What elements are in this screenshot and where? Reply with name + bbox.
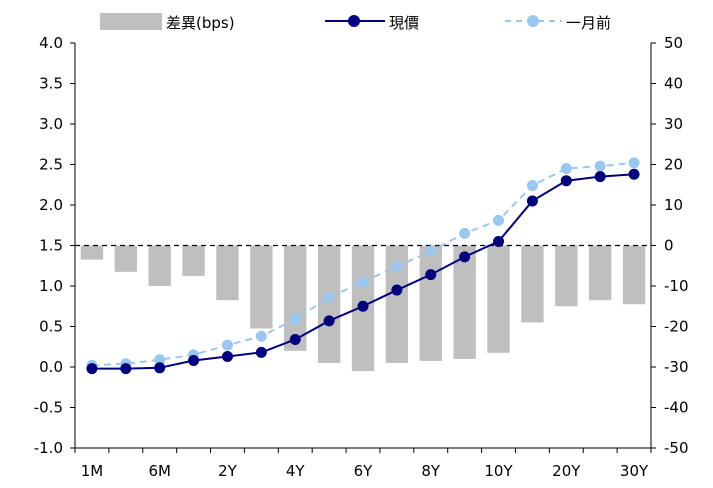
legend: 差異(bps) 現價 一月前: [100, 13, 611, 32]
bar-6M: [148, 245, 171, 286]
bar-30Y: [622, 245, 646, 305]
point-month-ago-6M: [154, 354, 166, 366]
point-month-ago-2Y: [221, 339, 233, 351]
y-right-tick-label: 40: [664, 75, 683, 93]
y-left-tick-label: 2.0: [39, 196, 63, 214]
legend-swatch-month-ago-marker: [527, 15, 539, 27]
bar-5Y: [317, 245, 341, 363]
bar-15Y: [521, 245, 544, 323]
point-current-6M: [154, 362, 166, 374]
point-current-3Y: [255, 346, 267, 358]
x-tick-label: 10Y: [484, 462, 513, 480]
bar-7Y: [385, 245, 409, 363]
y-left-tick-label: 4.0: [39, 34, 63, 52]
axes-layer: -1.0 -0.5 0.0 0.5 1.0 1.5 2.0 2.5 3.0 3.5 4.0 -50 -4…: [34, 34, 689, 480]
point-current-9Y: [459, 251, 471, 263]
legend-swatch-diff: [100, 13, 162, 30]
point-month-ago-20Y: [560, 163, 572, 175]
y-left-tick-label: 3.0: [39, 115, 63, 133]
point-month-ago-25Y: [594, 160, 606, 172]
legend-label-current: 現價: [389, 14, 419, 32]
bar-10Y: [487, 245, 510, 353]
y-left-tick-label: 0.0: [39, 358, 63, 376]
legend-label-diff: 差異(bps): [166, 14, 235, 32]
point-month-ago-30Y: [628, 157, 640, 169]
y-right-tick-label: -20: [664, 318, 689, 336]
point-month-ago-8Y: [425, 245, 437, 257]
bar-8Y: [419, 245, 442, 361]
x-tick-label: 6Y: [354, 462, 374, 480]
point-month-ago-10Y: [493, 214, 505, 226]
point-current-8Y: [425, 269, 437, 281]
point-current-1M: [86, 363, 98, 375]
y-right-tick-label: 0: [664, 237, 674, 255]
legend-swatch-current-marker: [348, 15, 360, 27]
point-current-5Y: [323, 315, 335, 327]
bar-4Y: [284, 245, 307, 351]
y-right-tick-label: -40: [664, 399, 689, 417]
point-month-ago-5Y: [323, 291, 335, 303]
lines-layer: [86, 157, 640, 375]
y-left-tick-label: -0.5: [34, 399, 63, 417]
point-current-2Y: [221, 350, 233, 362]
bar-3Y: [250, 245, 273, 329]
y-right-tick-label: -10: [664, 277, 689, 295]
y-left-tick-label: 2.5: [39, 156, 63, 174]
bar-1M: [80, 245, 104, 260]
y-right-tick-label: 20: [664, 156, 683, 174]
legend-label-month-ago: 一月前: [566, 14, 611, 32]
y-right-tick-label: -30: [664, 358, 689, 376]
bar-9Y: [453, 245, 476, 359]
y-left-tick-label: 0.5: [39, 318, 63, 336]
point-current-7Y: [391, 284, 403, 296]
bar-1Y: [182, 245, 205, 276]
y-right-tick-label: 50: [664, 34, 683, 52]
bar-2Y: [216, 245, 239, 301]
point-current-30Y: [628, 168, 640, 180]
y-left-tick-label: -1.0: [34, 439, 63, 457]
bar-25Y: [588, 245, 612, 301]
point-current-1Y: [188, 355, 200, 367]
point-current-15Y: [526, 195, 538, 207]
point-month-ago-3Y: [255, 330, 267, 342]
x-tick-label: 30Y: [620, 462, 649, 480]
y-right-tick-label: 30: [664, 115, 683, 133]
y-left-tick-label: 3.5: [39, 75, 63, 93]
bar-20Y: [555, 245, 578, 307]
x-tick-label: 6M: [148, 462, 171, 480]
bar-3M: [114, 245, 138, 272]
point-month-ago-9Y: [459, 227, 471, 239]
point-current-6Y: [357, 300, 369, 312]
point-month-ago-4Y: [289, 313, 301, 325]
point-current-10Y: [493, 235, 505, 247]
x-tick-label: 2Y: [218, 462, 238, 480]
y-right-tick-label: -50: [664, 439, 689, 457]
point-month-ago-6Y: [357, 276, 369, 288]
point-current-25Y: [594, 171, 606, 183]
point-current-4Y: [289, 333, 301, 345]
point-current-3M: [120, 363, 132, 375]
x-tick-label: 8Y: [421, 462, 441, 480]
y-left-tick-label: 1.5: [39, 237, 63, 255]
x-tick-label: 20Y: [552, 462, 581, 480]
point-current-20Y: [560, 175, 572, 187]
x-tick-label: 4Y: [286, 462, 306, 480]
y-right-tick-label: 10: [664, 196, 683, 214]
y-left-tick-label: 1.0: [39, 277, 63, 295]
x-tick-label: 1M: [81, 462, 104, 480]
point-month-ago-7Y: [391, 261, 403, 273]
point-month-ago-15Y: [526, 180, 538, 192]
